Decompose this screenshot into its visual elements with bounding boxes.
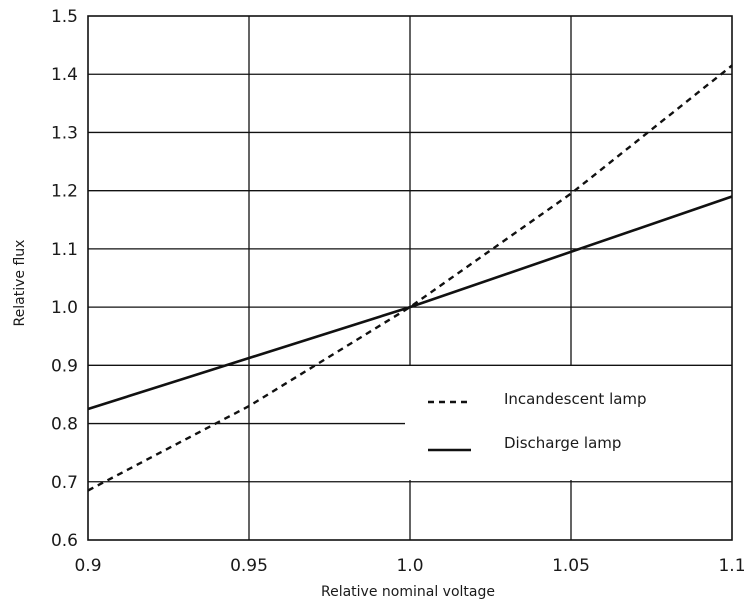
y-axis-label: Relative flux (12, 240, 28, 327)
legend-label-discharge-lamp: Discharge lamp (504, 434, 621, 452)
grid (88, 16, 732, 540)
legend: Incandescent lamp Discharge lamp (428, 390, 647, 452)
tick-labels: 0.6 0.7 0.8 0.9 1.0 1.1 1.2 1.3 1.4 1.5 0.9 0.95 1.0… (51, 7, 746, 576)
legend-label-incandescent-lamp: Incandescent lamp (504, 390, 647, 408)
x-axis-label: Relative nominal voltage (321, 584, 495, 600)
x-tick-label: 1.0 (396, 556, 423, 576)
x-tick-label: 1.05 (552, 556, 590, 576)
series-layer (87, 64, 733, 492)
y-tick-label: 1.3 (51, 123, 78, 143)
x-tick-label: 1.1 (718, 556, 745, 576)
y-tick-label: 1.1 (51, 240, 78, 260)
x-tick-label: 0.95 (230, 556, 268, 576)
y-tick-label: 0.6 (51, 531, 78, 551)
y-tick-label: 0.8 (51, 415, 78, 435)
y-tick-label: 0.7 (51, 473, 78, 493)
y-tick-label: 0.9 (51, 356, 78, 376)
plot-frame (87, 15, 733, 541)
y-tick-label: 1.5 (51, 7, 78, 27)
x-tick-label: 0.9 (74, 556, 101, 576)
y-tick-label: 1.4 (51, 65, 78, 85)
series-line-discharge-lamp (87, 195, 733, 411)
y-tick-label: 1.0 (51, 298, 78, 318)
y-tick-label: 1.2 (51, 182, 78, 202)
series-line-incandescent-lamp (87, 64, 733, 492)
